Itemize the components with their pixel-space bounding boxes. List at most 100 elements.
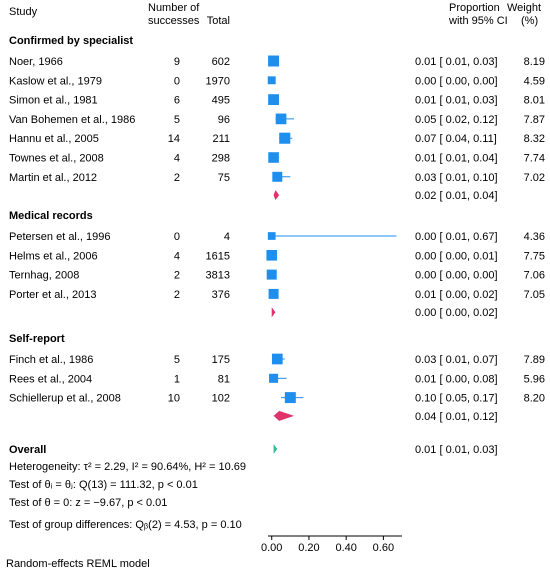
subgroup-ci-text: 0.04 [ 0.01, 0.12]: [415, 411, 498, 423]
study-name: Helms et al., 2006: [9, 250, 98, 262]
study-successes: 4: [174, 153, 180, 165]
study-name: Townes et al., 2008: [9, 153, 104, 165]
study-weight: 7.05: [524, 289, 545, 301]
study-weight: 7.06: [524, 270, 545, 282]
study-ci-text: 0.03 [ 0.01, 0.07]: [415, 354, 498, 366]
study-total: 1970: [206, 75, 230, 87]
study-total: 3813: [206, 270, 230, 282]
x-tick-label: 0.00: [261, 542, 282, 554]
study-successes: 5: [174, 114, 180, 126]
header-weight-line2: (%): [521, 15, 538, 27]
study-total: 602: [212, 56, 230, 68]
study-total: 376: [212, 289, 230, 301]
subgroup-diamond: [273, 410, 295, 421]
study-name: Simon et al., 1981: [9, 95, 98, 107]
header-weight-line1: Weight: [507, 2, 541, 14]
study-name: Noer, 1966: [9, 56, 63, 68]
study-ci-text: 0.01 [ 0.00, 0.02]: [415, 289, 498, 301]
study-successes: 2: [174, 270, 180, 282]
group-title: Self-report: [9, 333, 65, 345]
study-square: [266, 269, 277, 280]
subgroup-ci-text: 0.02 [ 0.01, 0.04]: [415, 190, 498, 202]
study-total: 4: [224, 231, 230, 243]
study-weight: 7.87: [524, 114, 545, 126]
study-total: 298: [212, 153, 230, 165]
study-ci-text: 0.07 [ 0.04, 0.11]: [415, 133, 497, 145]
study-weight: 7.75: [524, 250, 545, 262]
study-weight: 8.19: [524, 56, 545, 68]
overall-ci-text: 0.01 [ 0.01, 0.03]: [415, 444, 498, 456]
study-ci-text: 0.03 [ 0.01, 0.10]: [415, 172, 498, 184]
stats-line: Test of θ = 0: z = −9.67, p < 0.01: [9, 497, 167, 509]
study-name: Ternhag, 2008: [9, 270, 79, 282]
study-square: [269, 373, 279, 383]
study-name: Rees et al., 2004: [9, 373, 92, 385]
study-successes: 14: [168, 133, 180, 145]
study-total: 211: [212, 133, 230, 145]
study-weight: 8.20: [524, 393, 545, 405]
x-tick-label: 0.40: [335, 542, 356, 554]
group-title: Confirmed by specialist: [9, 35, 133, 47]
study-name: Kaslow et al., 1979: [9, 75, 102, 87]
subgroup-ci-text: 0.00 [ 0.00, 0.02]: [415, 307, 498, 319]
study-successes: 0: [174, 75, 180, 87]
study-weight: 7.02: [524, 172, 545, 184]
header-proportion-line1: Proportion: [449, 2, 500, 14]
study-ci-text: 0.10 [ 0.05, 0.17]: [415, 393, 498, 405]
study-name: Van Bohemen et al., 1986: [9, 114, 135, 126]
study-ci-text: 0.00 [ 0.00, 0.00]: [415, 270, 498, 282]
study-name: Martin et al., 2012: [9, 172, 97, 184]
study-square: [272, 171, 283, 182]
study-weight: 8.32: [524, 133, 545, 145]
study-successes: 6: [174, 95, 180, 107]
study-successes: 10: [168, 393, 180, 405]
study-square: [271, 353, 283, 365]
header-proportion-line2: with 95% CI: [448, 15, 508, 27]
study-weight: 7.89: [524, 354, 545, 366]
study-total: 102: [212, 393, 230, 405]
study-square: [266, 250, 278, 261]
stats-line: Heterogeneity: τ² = 2.29, I² = 90.64%, H…: [9, 461, 246, 473]
subgroup-diamond: [271, 307, 276, 318]
study-square: [284, 392, 296, 404]
study-weight: 4.59: [524, 75, 545, 87]
study-total: 96: [218, 114, 230, 126]
study-name: Hannu et al., 2005: [9, 133, 99, 145]
study-name: Porter et al., 2013: [9, 289, 96, 301]
study-ci-text: 0.01 [ 0.01, 0.03]: [415, 56, 498, 68]
study-name: Petersen et al., 1996: [9, 231, 111, 243]
header-total: Total: [207, 15, 230, 27]
study-successes: 2: [174, 172, 180, 184]
study-square: [267, 76, 276, 85]
study-total: 495: [212, 95, 230, 107]
study-square: [268, 94, 279, 106]
study-square: [268, 152, 279, 163]
study-total: 75: [218, 172, 230, 184]
header-successes-line1: Number of: [148, 2, 200, 14]
study-successes: 2: [174, 289, 180, 301]
study-ci-text: 0.01 [ 0.01, 0.03]: [415, 95, 498, 107]
study-ci-text: 0.01 [ 0.00, 0.08]: [415, 373, 498, 385]
study-ci-text: 0.01 [ 0.01, 0.04]: [415, 153, 498, 165]
subgroup-diamond: [273, 190, 280, 201]
study-weight: 5.96: [524, 373, 545, 385]
header-successes-line2: successes: [148, 15, 200, 27]
study-name: Schiellerup et al., 2008: [9, 393, 121, 405]
stats-line: Test of θᵢ = θⱼ: Q(13) = 111.32, p < 0.0…: [9, 479, 198, 491]
x-tick-label: 0.20: [298, 542, 319, 554]
study-square: [267, 232, 276, 240]
overall-label: Overall: [9, 444, 46, 456]
study-weight: 7.74: [524, 153, 545, 165]
study-ci-text: 0.00 [ 0.01, 0.67]: [415, 231, 498, 243]
study-square: [279, 132, 291, 144]
study-square: [268, 55, 280, 67]
group-title: Medical records: [9, 210, 93, 222]
model-footnote: Random-effects REML model: [6, 558, 150, 570]
study-ci-text: 0.00 [ 0.00, 0.00]: [415, 75, 498, 87]
study-square: [275, 113, 287, 125]
study-name: Finch et al., 1986: [9, 354, 93, 366]
header-study: Study: [9, 6, 38, 18]
study-successes: 5: [174, 354, 180, 366]
study-total: 1615: [206, 250, 230, 262]
study-successes: 4: [174, 250, 180, 262]
